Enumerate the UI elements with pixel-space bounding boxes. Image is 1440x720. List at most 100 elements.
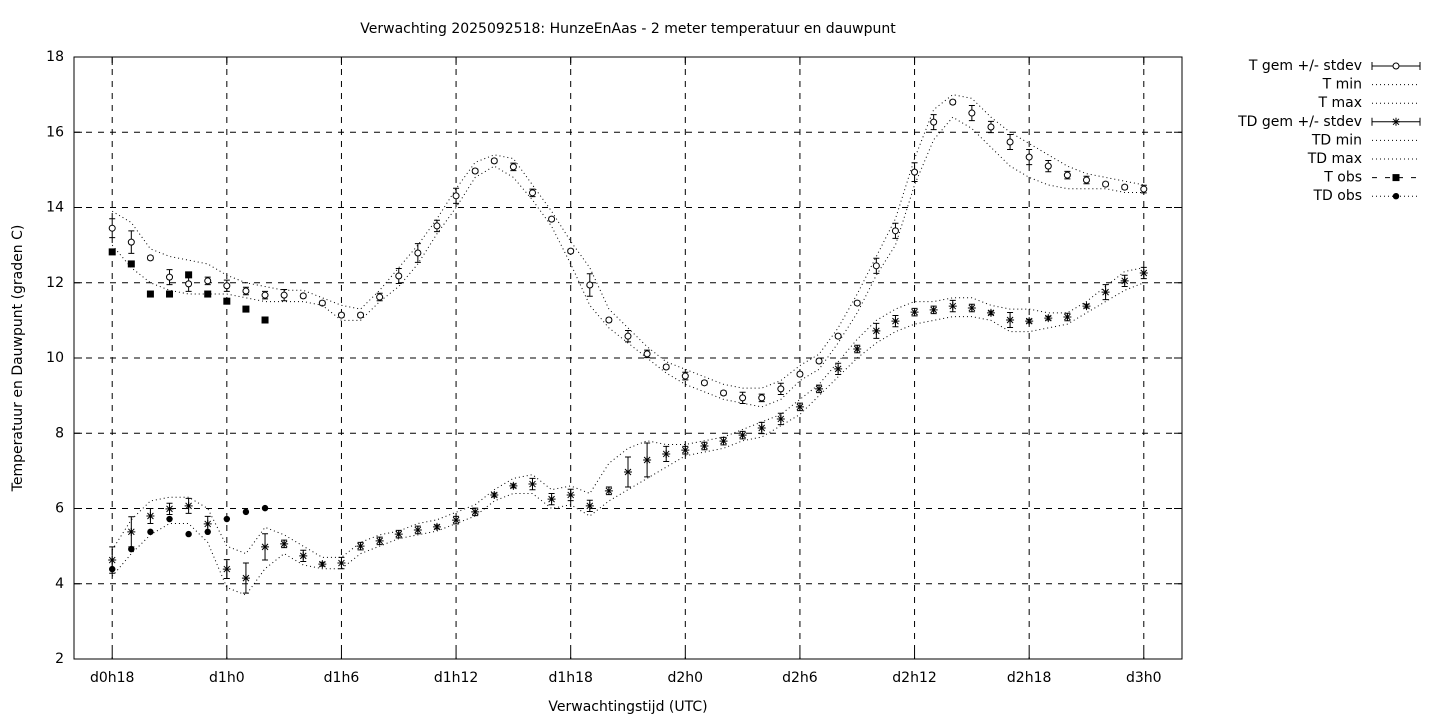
x-tick-label: d1h0 <box>209 670 245 686</box>
y-tick-label: 16 <box>46 124 64 140</box>
data-point <box>758 394 766 402</box>
data-point <box>185 280 193 288</box>
series-line <box>111 282 1144 596</box>
data-point <box>261 504 269 512</box>
data-point <box>624 332 632 340</box>
data-point <box>204 277 212 285</box>
data-point <box>452 516 461 525</box>
data-point <box>165 504 174 513</box>
data-point <box>356 542 365 551</box>
data-point <box>872 262 880 270</box>
data-point <box>413 525 422 534</box>
legend-label: TD obs <box>1312 188 1362 204</box>
data-point <box>738 431 747 440</box>
data-point <box>872 326 881 335</box>
data-point <box>929 305 938 314</box>
data-point <box>834 364 843 373</box>
data-point <box>223 297 231 305</box>
x-tick-label: d3h0 <box>1126 670 1162 686</box>
data-point <box>146 254 154 262</box>
data-point <box>1025 317 1034 326</box>
data-point <box>930 118 938 126</box>
data-point <box>1044 162 1052 170</box>
data-point <box>261 316 269 324</box>
data-point <box>108 224 116 232</box>
data-point <box>1063 171 1071 179</box>
data-point <box>203 519 212 528</box>
data-point <box>853 299 861 307</box>
data-point <box>777 385 785 393</box>
data-point <box>108 556 117 565</box>
data-point <box>433 222 441 230</box>
data-point <box>949 98 957 106</box>
data-point <box>586 281 594 289</box>
data-point <box>109 565 116 573</box>
data-point <box>776 414 785 423</box>
data-point <box>280 291 288 299</box>
data-point <box>242 287 250 295</box>
data-point <box>968 109 976 117</box>
data-point <box>147 528 154 536</box>
data-point <box>395 272 403 280</box>
legend-label: T max <box>1317 95 1362 111</box>
legend-marker <box>1392 62 1400 70</box>
x-tick-label: d1h12 <box>434 670 478 686</box>
y-tick-label: 18 <box>46 49 64 65</box>
legend-label: TD max <box>1307 151 1362 167</box>
data-point <box>280 539 289 548</box>
data-point <box>146 512 155 521</box>
y-tick-label: 6 <box>55 501 64 517</box>
data-point <box>643 350 651 358</box>
data-point <box>108 248 116 256</box>
legend-label: T obs <box>1323 170 1362 186</box>
data-point <box>948 302 957 311</box>
data-point <box>299 292 307 300</box>
data-point <box>490 490 499 499</box>
data-point <box>720 389 728 397</box>
data-point <box>394 530 403 539</box>
data-point <box>146 290 154 298</box>
data-point <box>700 379 708 387</box>
y-tick-label: 8 <box>55 425 64 441</box>
data-point <box>318 560 327 569</box>
data-point <box>1025 153 1033 161</box>
data-point <box>547 495 556 504</box>
data-point <box>643 455 652 464</box>
data-point <box>127 238 135 246</box>
y-tick-label: 12 <box>46 275 64 291</box>
data-point <box>127 260 135 268</box>
x-axis-label: Verwachtingstijd (UTC) <box>548 699 707 715</box>
data-point <box>662 363 670 371</box>
data-point <box>681 446 690 455</box>
x-tick-label: d2h12 <box>892 670 936 686</box>
data-point <box>967 303 976 312</box>
data-point <box>185 530 192 538</box>
data-point <box>719 437 728 446</box>
data-point <box>1139 268 1148 277</box>
data-point <box>739 394 747 402</box>
data-point <box>509 163 517 171</box>
data-point <box>204 290 212 298</box>
data-point <box>337 559 346 568</box>
data-point <box>624 468 632 477</box>
data-point <box>1140 185 1148 193</box>
data-point <box>566 490 575 499</box>
data-point <box>1102 180 1110 188</box>
data-point <box>910 308 919 317</box>
data-point <box>337 311 345 319</box>
data-point <box>261 542 270 551</box>
y-tick-label: 14 <box>46 200 64 216</box>
data-point <box>548 215 556 223</box>
data-point <box>1006 315 1015 324</box>
data-point <box>471 167 479 175</box>
data-point <box>1063 312 1072 321</box>
data-point <box>567 247 575 255</box>
data-point <box>222 565 231 574</box>
data-point <box>375 536 384 545</box>
x-tick-label: d2h18 <box>1007 670 1051 686</box>
data-point <box>432 522 441 531</box>
data-point <box>509 481 518 490</box>
data-point <box>757 423 766 432</box>
data-point <box>166 290 174 298</box>
data-point <box>357 311 365 319</box>
